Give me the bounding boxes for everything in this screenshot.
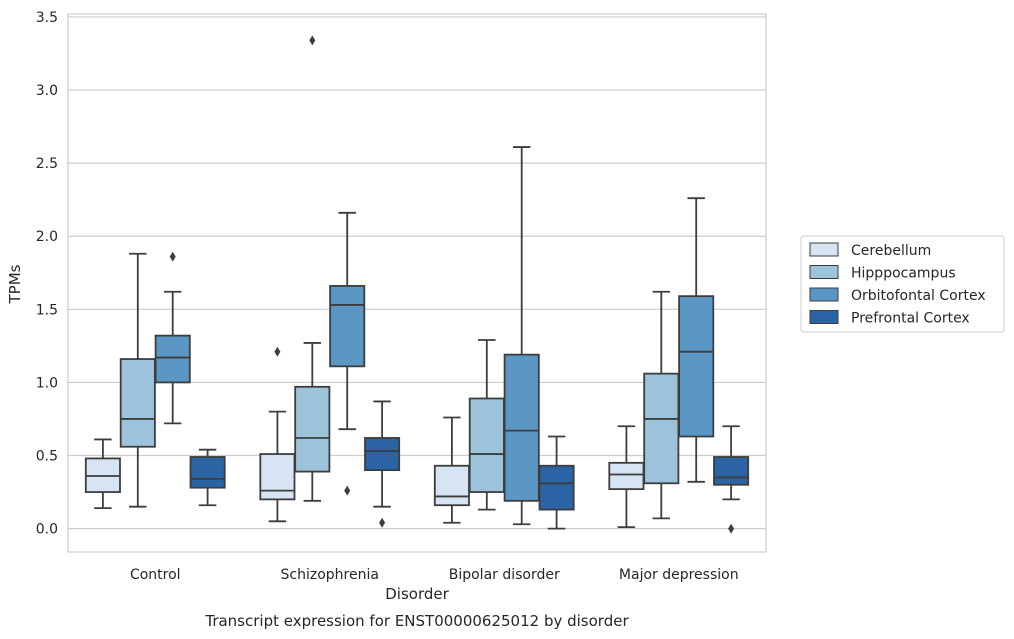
- box-body: [468, 397, 505, 493]
- box: [259, 346, 296, 523]
- box-body: [713, 456, 750, 486]
- chart-caption: Transcript expression for ENST0000062501…: [204, 612, 629, 630]
- box: [433, 416, 470, 524]
- box: [154, 251, 191, 425]
- box-body: [189, 456, 226, 489]
- box-body: [678, 295, 715, 438]
- box: [713, 425, 750, 534]
- box-series-1: [119, 35, 680, 520]
- y-tick-label: 2.5: [36, 156, 58, 172]
- x-tick-labels: Control Schizophrenia Bipolar disorder Majo…: [130, 567, 739, 583]
- outlier-point: [344, 485, 351, 496]
- box-body: [154, 334, 191, 384]
- legend: Cerebellum Hipppocampus Orbitofontal Corte…: [800, 235, 1005, 333]
- outlier-point: [309, 35, 316, 46]
- legend-label: Hipppocampus: [851, 266, 956, 282]
- legend-frame: [800, 235, 1005, 333]
- box-body: [538, 464, 575, 511]
- x-tick-label: Major depression: [619, 567, 739, 583]
- box: [119, 252, 156, 508]
- outlier-point: [379, 517, 386, 528]
- legend-swatch: [809, 265, 839, 279]
- y-tick-labels: 0.0 0.5 1.0 1.5 2.0 2.5 3.0 3.5: [36, 10, 58, 538]
- outlier-point: [169, 251, 176, 262]
- box: [538, 435, 575, 530]
- y-tick-label: 0.5: [36, 449, 58, 465]
- x-tick-label: Bipolar disorder: [449, 567, 560, 583]
- box-series-2: [154, 146, 715, 526]
- x-axis-label: Disorder: [385, 585, 449, 603]
- box-body: [294, 385, 331, 473]
- x-tick-label: Schizophrenia: [281, 567, 379, 583]
- legend-swatch: [809, 310, 839, 324]
- box: [503, 146, 540, 526]
- x-tick-label: Control: [130, 567, 181, 583]
- box: [294, 35, 331, 502]
- legend-swatch: [809, 242, 839, 257]
- box-body: [259, 453, 296, 501]
- box-series-3: [189, 400, 750, 534]
- outlier-point: [274, 346, 281, 357]
- y-tick-label: 3.5: [36, 10, 58, 26]
- box-body: [329, 285, 366, 368]
- y-tick-label: 2.0: [36, 229, 58, 245]
- box: [364, 400, 401, 528]
- y-tick-label: 1.0: [36, 375, 58, 391]
- box-body: [119, 358, 156, 448]
- y-tick-label: 3.0: [36, 83, 58, 99]
- box-body: [364, 437, 401, 472]
- box-body: [503, 353, 540, 502]
- legend-label: Prefrontal Cortex: [851, 311, 970, 327]
- legend-swatch: [809, 287, 839, 302]
- box-series-0: [84, 346, 645, 529]
- y-axis-label: TPMs: [6, 264, 24, 304]
- box: [643, 290, 680, 520]
- box: [84, 438, 121, 510]
- box-body: [608, 461, 645, 491]
- box: [189, 448, 226, 507]
- box-body: [643, 372, 680, 485]
- box-series: [84, 35, 750, 534]
- legend-label: Orbitofontal Cortex: [851, 288, 986, 304]
- outlier-point: [728, 523, 735, 534]
- y-tick-label: 1.5: [36, 302, 58, 318]
- legend-label: Cerebellum: [851, 243, 931, 259]
- box-body: [433, 464, 470, 507]
- y-tick-label: 0.0: [36, 522, 58, 538]
- box: [329, 211, 366, 496]
- box: [678, 197, 715, 483]
